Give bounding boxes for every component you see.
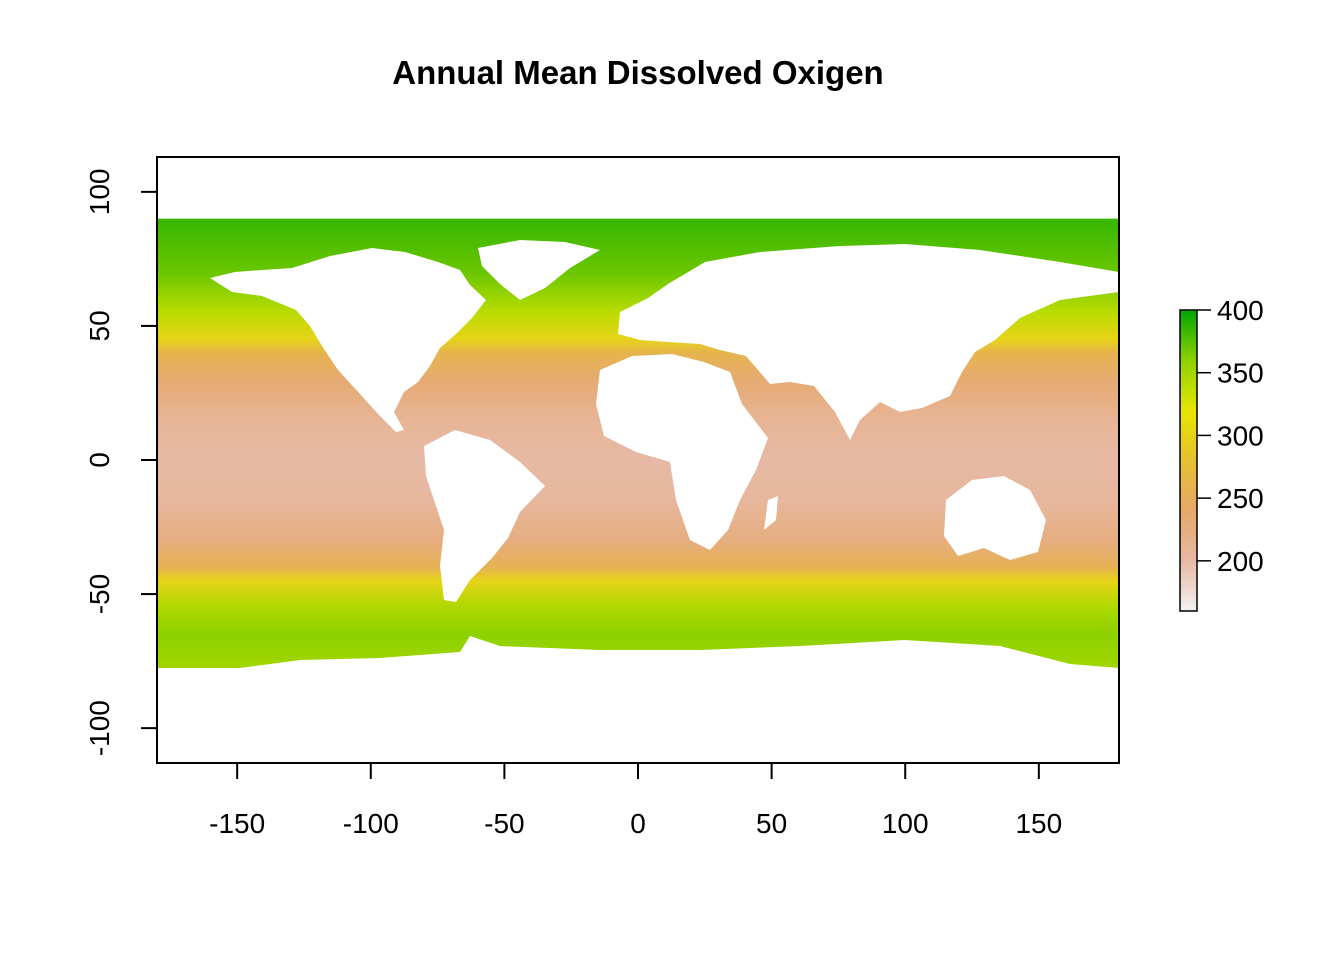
land-south-america — [424, 430, 545, 602]
legend-tick-label: 300 — [1217, 420, 1264, 451]
y-tick-label: 100 — [84, 168, 115, 215]
land-australia — [944, 476, 1046, 560]
y-axis: -100 -50 0 50 100 — [84, 168, 158, 756]
chart-title: Annual Mean Dissolved Oxigen — [392, 54, 884, 91]
y-tick-label: -100 — [84, 700, 115, 756]
land-north-america — [210, 248, 486, 432]
legend-tick-label: 250 — [1217, 483, 1264, 514]
x-tick-label: -150 — [209, 808, 265, 839]
x-axis: -150 -100 -50 0 50 100 150 — [209, 762, 1062, 839]
legend-tick-label: 400 — [1217, 295, 1264, 326]
x-tick-label: 0 — [630, 808, 646, 839]
x-tick-label: -100 — [343, 808, 399, 839]
land-eurasia — [618, 244, 1119, 440]
x-tick-label: 100 — [882, 808, 929, 839]
legend-tick-label: 200 — [1217, 546, 1264, 577]
x-tick-label: -50 — [484, 808, 524, 839]
x-tick-label: 150 — [1015, 808, 1062, 839]
x-tick-label: 50 — [756, 808, 787, 839]
land-greenland — [478, 240, 600, 300]
land-mask — [157, 240, 1119, 763]
land-madagascar — [764, 496, 778, 530]
y-tick-label: -50 — [84, 574, 115, 614]
y-tick-label: 0 — [84, 452, 115, 468]
land-antarctica — [157, 636, 1119, 763]
legend-colorbar: 200 250 300 350 400 — [1179, 295, 1264, 612]
legend-bar — [1179, 309, 1198, 612]
land-africa — [596, 354, 768, 550]
legend-tick-label: 350 — [1217, 358, 1264, 389]
y-tick-label: 50 — [84, 310, 115, 341]
